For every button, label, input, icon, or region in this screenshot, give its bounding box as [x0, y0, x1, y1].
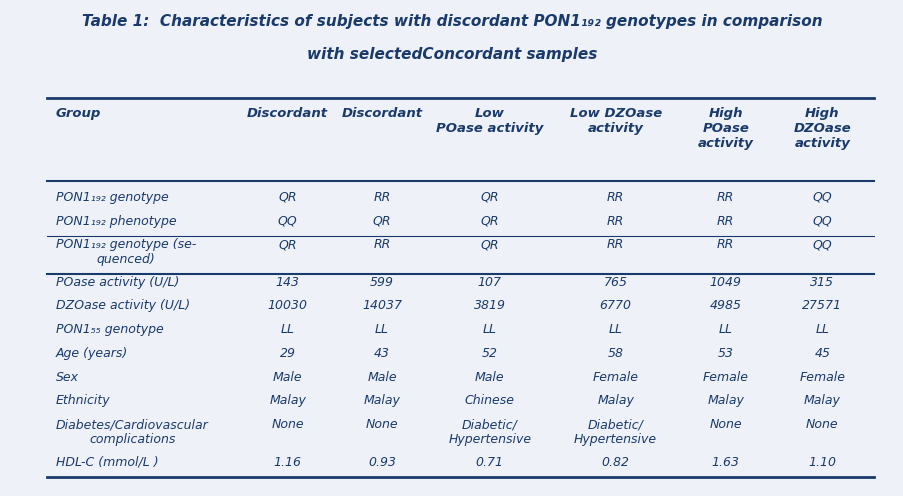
Text: 4985: 4985 — [709, 300, 740, 312]
Text: QR: QR — [278, 238, 296, 251]
Text: Diabetic/
Hypertensive: Diabetic/ Hypertensive — [573, 418, 656, 446]
Text: 53: 53 — [717, 347, 733, 360]
Text: Male: Male — [367, 371, 396, 384]
Text: 58: 58 — [607, 347, 623, 360]
Text: POase activity (U/L): POase activity (U/L) — [56, 276, 179, 289]
Text: PON1₁₉₂ phenotype: PON1₁₉₂ phenotype — [56, 215, 176, 228]
Text: 1.63: 1.63 — [711, 456, 739, 469]
Text: 43: 43 — [374, 347, 389, 360]
Text: Malay: Malay — [803, 394, 840, 407]
Text: Female: Female — [592, 371, 638, 384]
Text: 1049: 1049 — [709, 276, 740, 289]
Text: 0.71: 0.71 — [475, 456, 503, 469]
Text: QR: QR — [480, 191, 498, 204]
Text: 315: 315 — [809, 276, 833, 289]
Text: PON1₅₅ genotype: PON1₅₅ genotype — [56, 323, 163, 336]
Text: 14037: 14037 — [361, 300, 402, 312]
Text: 599: 599 — [369, 276, 394, 289]
Text: QR: QR — [372, 215, 391, 228]
Text: None: None — [366, 418, 398, 431]
Text: High
POase
activity: High POase activity — [697, 108, 753, 150]
Text: None: None — [271, 418, 303, 431]
Text: Malay: Malay — [269, 394, 306, 407]
Text: LL: LL — [482, 323, 497, 336]
Text: 143: 143 — [275, 276, 299, 289]
Text: 52: 52 — [481, 347, 498, 360]
Text: LL: LL — [280, 323, 294, 336]
Text: PON1₁₉₂ genotype: PON1₁₉₂ genotype — [56, 191, 169, 204]
Text: RR: RR — [373, 238, 390, 251]
Text: 1.16: 1.16 — [274, 456, 302, 469]
Text: QR: QR — [480, 215, 498, 228]
Text: LL: LL — [375, 323, 388, 336]
Text: LL: LL — [608, 323, 622, 336]
Text: Female: Female — [798, 371, 844, 384]
Text: Diabetic/
Hypertensive: Diabetic/ Hypertensive — [448, 418, 531, 446]
Text: RR: RR — [606, 215, 624, 228]
Text: PON1₁₉₂ genotype (se-
quenced): PON1₁₉₂ genotype (se- quenced) — [56, 238, 196, 266]
Text: with selectedConcordant samples: with selectedConcordant samples — [306, 47, 597, 62]
Text: 765: 765 — [603, 276, 627, 289]
Text: Low
POase activity: Low POase activity — [435, 108, 543, 135]
Text: Male: Male — [474, 371, 504, 384]
Text: 0.82: 0.82 — [601, 456, 628, 469]
Text: Male: Male — [273, 371, 303, 384]
Text: RR: RR — [606, 238, 624, 251]
Text: Sex: Sex — [56, 371, 79, 384]
Text: None: None — [805, 418, 838, 431]
Text: QQ: QQ — [812, 191, 832, 204]
Text: QQ: QQ — [812, 238, 832, 251]
Text: Female: Female — [702, 371, 748, 384]
Text: QR: QR — [278, 191, 296, 204]
Text: LL: LL — [815, 323, 828, 336]
Text: LL: LL — [718, 323, 732, 336]
Text: 107: 107 — [478, 276, 501, 289]
Text: Age (years): Age (years) — [56, 347, 128, 360]
Text: Diabetes/Cardiovascular
complications: Diabetes/Cardiovascular complications — [56, 418, 209, 446]
Text: Low DZOase
activity: Low DZOase activity — [569, 108, 661, 135]
Text: None: None — [709, 418, 741, 431]
Text: 3819: 3819 — [473, 300, 506, 312]
Text: 1.10: 1.10 — [807, 456, 835, 469]
Text: QQ: QQ — [277, 215, 297, 228]
Text: RR: RR — [606, 191, 624, 204]
Text: Discordant: Discordant — [247, 108, 328, 121]
Text: Malay: Malay — [706, 394, 743, 407]
Text: 6770: 6770 — [599, 300, 631, 312]
Text: Table 1:  Characteristics of subjects with discordant PON1₁₉₂ genotypes in compa: Table 1: Characteristics of subjects wit… — [81, 14, 822, 29]
Text: Chinese: Chinese — [464, 394, 514, 407]
Text: 10030: 10030 — [267, 300, 307, 312]
Text: Ethnicity: Ethnicity — [56, 394, 110, 407]
Text: Discordant: Discordant — [341, 108, 422, 121]
Text: 27571: 27571 — [802, 300, 842, 312]
Text: 29: 29 — [279, 347, 295, 360]
Text: High
DZOase
activity: High DZOase activity — [793, 108, 851, 150]
Text: Group: Group — [56, 108, 101, 121]
Text: 45: 45 — [814, 347, 829, 360]
Text: Malay: Malay — [597, 394, 633, 407]
Text: QR: QR — [480, 238, 498, 251]
Text: RR: RR — [373, 191, 390, 204]
Text: RR: RR — [716, 215, 733, 228]
Text: 0.93: 0.93 — [368, 456, 396, 469]
Text: DZOase activity (U/L): DZOase activity (U/L) — [56, 300, 190, 312]
Text: QQ: QQ — [812, 215, 832, 228]
Text: Malay: Malay — [363, 394, 400, 407]
Text: RR: RR — [716, 191, 733, 204]
Text: HDL-C (mmol/L ): HDL-C (mmol/L ) — [56, 456, 158, 469]
Text: RR: RR — [716, 238, 733, 251]
